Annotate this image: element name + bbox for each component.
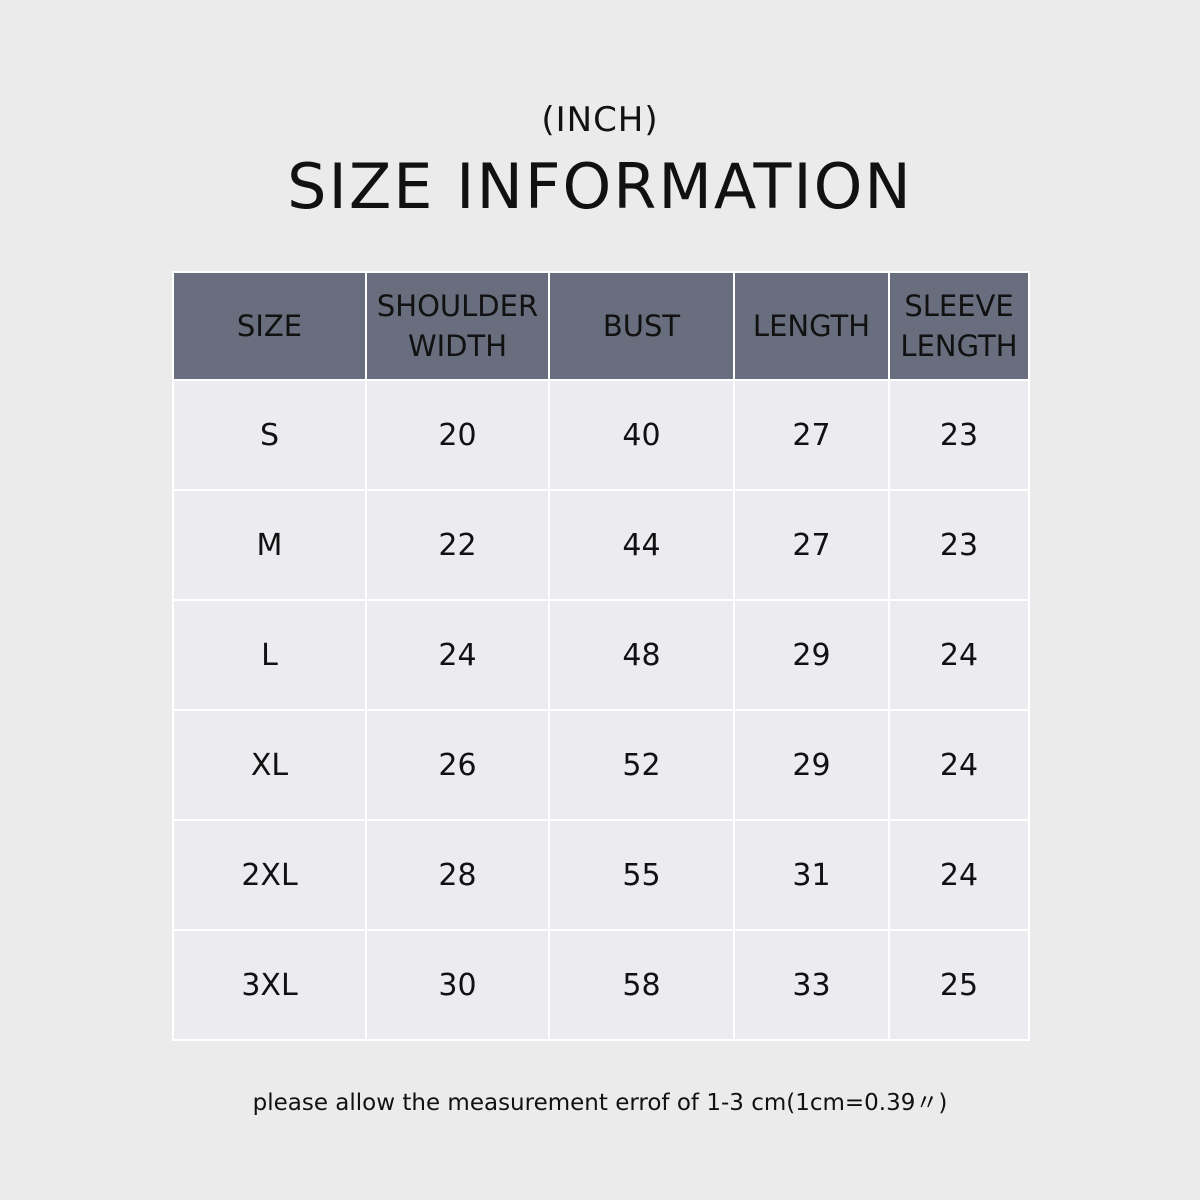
table-row: 2XL 28 55 31 24 (172, 819, 1030, 931)
measurement-cell: 22 (365, 489, 550, 601)
column-header-line: BUST (602, 309, 681, 343)
measurement-cell: 26 (365, 709, 550, 821)
size-cell: XL (172, 709, 367, 821)
measurement-cell: 30 (365, 929, 550, 1041)
measurement-cell: 27 (733, 489, 890, 601)
measurement-cell: 24 (888, 709, 1030, 821)
column-header-line: SLEEVE (904, 289, 1014, 323)
measurement-cell: 24 (888, 819, 1030, 931)
size-cell: M (172, 489, 367, 601)
measurement-cell: 33 (733, 929, 890, 1041)
column-header: SIZE (172, 271, 367, 381)
measurement-cell: 29 (733, 709, 890, 821)
measurement-cell: 24 (888, 599, 1030, 711)
table-header-row: SIZE SHOULDER WIDTH BUST LENGTH SLEEVE LENGTH (172, 271, 1030, 381)
column-header-line: LENGTH (752, 309, 871, 343)
size-cell: 2XL (172, 819, 367, 931)
measurement-cell: 40 (548, 379, 735, 491)
measurement-cell: 27 (733, 379, 890, 491)
page-title: SIZE INFORMATION (287, 150, 913, 223)
column-header-line: SHOULDER (376, 289, 539, 323)
measurement-cell: 23 (888, 379, 1030, 491)
measurement-cell: 23 (888, 489, 1030, 601)
column-header-line: LENGTH (900, 329, 1018, 363)
column-header: SLEEVE LENGTH (888, 271, 1030, 381)
measurement-cell: 58 (548, 929, 735, 1041)
measurement-cell: 28 (365, 819, 550, 931)
unit-label: (INCH) (541, 100, 659, 140)
measurement-cell: 55 (548, 819, 735, 931)
measurement-cell: 44 (548, 489, 735, 601)
size-table: SIZE SHOULDER WIDTH BUST LENGTH SLEEVE LENGTH … (172, 271, 1030, 1041)
column-header: LENGTH (733, 271, 890, 381)
column-header-line: SIZE (236, 309, 303, 343)
measurement-cell: 20 (365, 379, 550, 491)
measurement-note: please allow the measurement errof of 1-… (252, 1090, 948, 1116)
measurement-cell: 25 (888, 929, 1030, 1041)
measurement-cell: 24 (365, 599, 550, 711)
table-row: L 24 48 29 24 (172, 599, 1030, 711)
column-header: BUST (548, 271, 735, 381)
column-header: SHOULDER WIDTH (365, 271, 550, 381)
size-cell: 3XL (172, 929, 367, 1041)
table-row: S 20 40 27 23 (172, 379, 1030, 491)
size-cell: S (172, 379, 367, 491)
measurement-cell: 29 (733, 599, 890, 711)
table-row: M 22 44 27 23 (172, 489, 1030, 601)
measurement-cell: 31 (733, 819, 890, 931)
measurement-cell: 48 (548, 599, 735, 711)
measurement-cell: 52 (548, 709, 735, 821)
table-row: 3XL 30 58 33 25 (172, 929, 1030, 1041)
table-row: XL 26 52 29 24 (172, 709, 1030, 821)
size-cell: L (172, 599, 367, 711)
column-header-line: WIDTH (407, 329, 508, 363)
